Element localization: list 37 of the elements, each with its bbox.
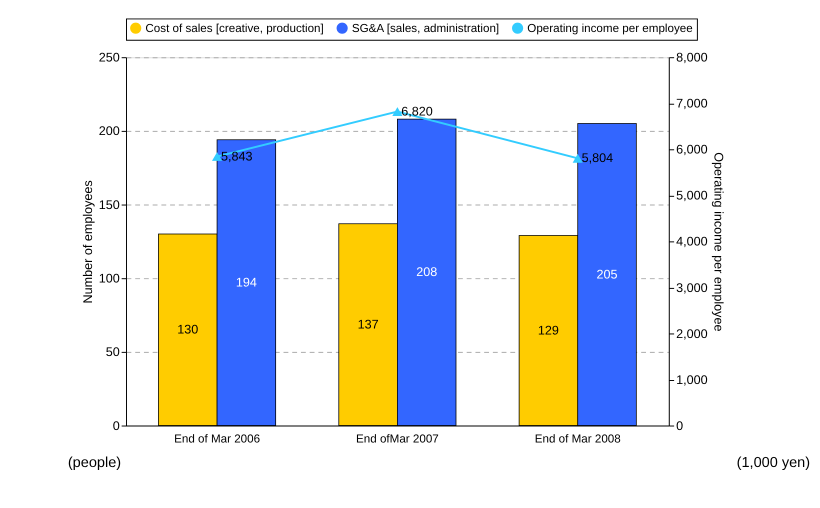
y-tick-label: 200	[98, 124, 120, 138]
data-label: 5,843	[220, 149, 252, 164]
data-label: 6,820	[401, 104, 433, 118]
data-label: 137	[358, 318, 379, 332]
legend-label: SG&A [sales, administration]	[352, 22, 500, 36]
y2-tick-label: 6,000	[676, 142, 708, 157]
data-label: 208	[416, 265, 438, 280]
y2-tick-label: 4,000	[676, 234, 708, 249]
y2-tick-label: 7,000	[676, 96, 708, 111]
y-tick-label: 100	[98, 272, 120, 286]
data-label: 130	[177, 322, 198, 337]
text: (1,000 yen)	[736, 455, 810, 472]
y-axis-title: Number of employees	[80, 180, 95, 304]
legend-label: Operating income per employee	[527, 22, 693, 36]
data-label: 129	[538, 323, 559, 338]
x-tick-label: End of Mar 2006	[174, 432, 260, 446]
point	[392, 107, 402, 116]
point	[572, 154, 583, 163]
x-tick-label: End of Mar 2008	[534, 432, 621, 446]
y-tick-label: 250	[98, 50, 120, 65]
y2-axis-title: Operating income per employee	[711, 152, 726, 332]
data-label: 205	[596, 267, 618, 282]
y2-tick-label: 8,000	[676, 50, 708, 65]
text: (people)	[68, 455, 122, 472]
y2-tick-label: 2,000	[676, 326, 708, 341]
y2-tick-label: 3,000	[676, 280, 708, 295]
data-label: 5,804	[582, 151, 614, 166]
y-tick-label: 0	[112, 418, 120, 433]
y-tick-label: 150	[98, 198, 120, 212]
y2-tick-label: 0	[676, 418, 684, 433]
y2-tick-label: 5,000	[676, 188, 708, 203]
x-tick-label: End ofMar 2007	[356, 432, 439, 446]
y2-tick-label: 1,000	[676, 372, 708, 387]
data-label: 194	[236, 276, 257, 290]
point	[212, 152, 222, 161]
y-tick-label: 50	[106, 345, 120, 360]
legend-label: Cost of sales [creative, production]	[145, 22, 324, 36]
